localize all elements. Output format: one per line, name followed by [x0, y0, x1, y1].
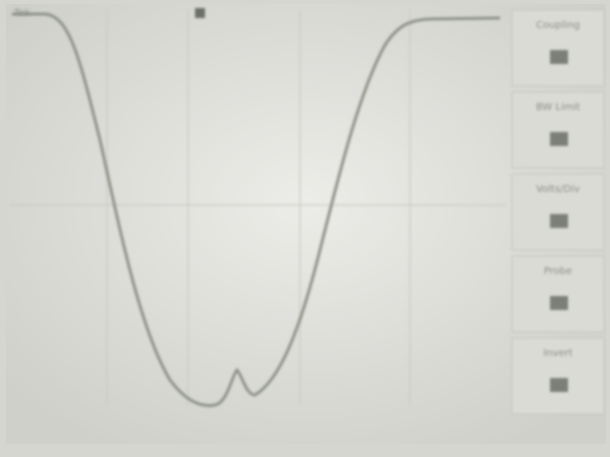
- menu-box: [511, 337, 605, 415]
- menu-item: Volts/Div: [511, 173, 605, 251]
- screen: [6, 4, 606, 444]
- trigger-marker: [195, 8, 205, 18]
- menu-value: [550, 50, 568, 64]
- menu-label: Volts/Div: [536, 184, 580, 195]
- menu-label: Coupling: [536, 20, 580, 31]
- menu-value: [550, 132, 568, 146]
- menu-label: Invert: [543, 348, 572, 359]
- menu-item: Probe: [511, 255, 605, 333]
- menu-label: Probe: [544, 266, 572, 277]
- menu-value: [550, 296, 568, 310]
- menu-box: [511, 91, 605, 169]
- menu-item: Coupling: [511, 9, 605, 87]
- brand-label: Tek: [13, 8, 31, 19]
- side-menu: Coupling BW Limit Volts/Div Probe Invert: [511, 9, 605, 415]
- menu-item: Invert: [511, 337, 605, 415]
- menu-box: [511, 173, 605, 251]
- menu-value: [550, 378, 568, 392]
- menu-box: [511, 255, 605, 333]
- graticule: [10, 10, 505, 405]
- waveform-trace: [12, 12, 501, 408]
- menu-label: BW Limit: [536, 102, 580, 113]
- menu-box: [511, 9, 605, 87]
- menu-item: BW Limit: [511, 91, 605, 169]
- menu-value: [550, 214, 568, 228]
